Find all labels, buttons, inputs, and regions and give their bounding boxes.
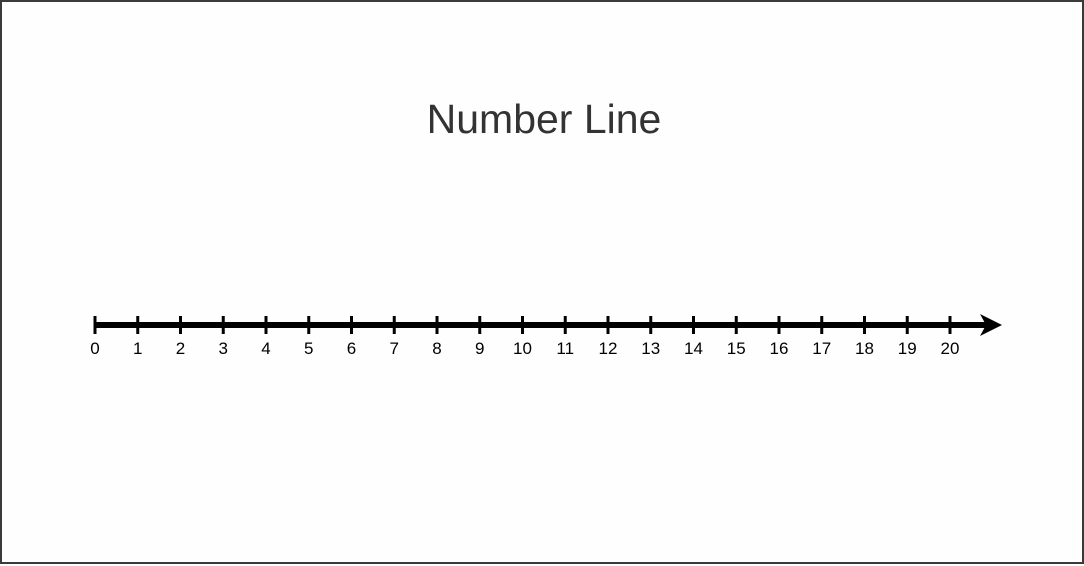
ticks bbox=[93, 316, 952, 334]
tick-label: 15 bbox=[727, 339, 746, 358]
tick-label: 12 bbox=[599, 339, 618, 358]
tick-label: 5 bbox=[304, 339, 313, 358]
tick-labels: 0 1 2 3 4 5 6 7 8 9 10 11 12 13 14 15 16 17 18 19 20 bbox=[90, 339, 959, 358]
diagram-title: Number Line bbox=[426, 96, 662, 142]
tick-label: 0 bbox=[90, 339, 99, 358]
tick-label: 20 bbox=[941, 339, 960, 358]
tick-label: 7 bbox=[390, 339, 399, 358]
tick-label: 17 bbox=[812, 339, 831, 358]
tick-label: 13 bbox=[641, 339, 660, 358]
tick-label: 9 bbox=[475, 339, 484, 358]
tick-label: 8 bbox=[432, 339, 441, 358]
tick-label: 18 bbox=[855, 339, 874, 358]
tick-label: 2 bbox=[176, 339, 185, 358]
tick-label: 14 bbox=[684, 339, 703, 358]
tick-label: 4 bbox=[261, 339, 270, 358]
tick-label: 10 bbox=[513, 339, 532, 358]
tick-label: 1 bbox=[133, 339, 142, 358]
tick-label: 11 bbox=[556, 339, 574, 358]
tick-label: 6 bbox=[347, 339, 356, 358]
tick-label: 19 bbox=[898, 339, 917, 358]
tick-label: 3 bbox=[219, 339, 228, 358]
tick-label: 16 bbox=[770, 339, 789, 358]
arrow-head-icon bbox=[980, 314, 1002, 336]
